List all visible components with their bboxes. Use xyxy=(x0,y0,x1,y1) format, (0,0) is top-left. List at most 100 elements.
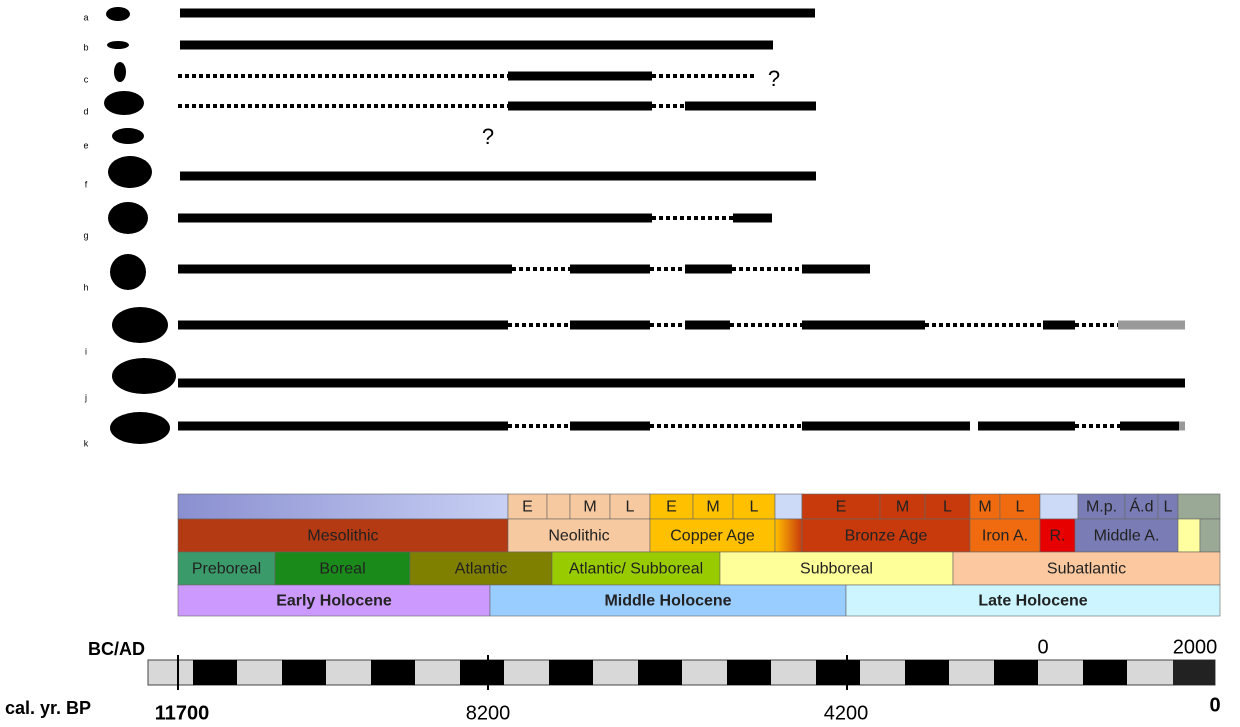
animal-silhouette xyxy=(110,254,146,290)
period-label: Late Holocene xyxy=(978,593,1087,610)
period-cell xyxy=(507,493,548,520)
species-label: a xyxy=(83,12,88,22)
period-label: Middle Holocene xyxy=(604,593,731,610)
period-label: Subatlantic xyxy=(1047,561,1126,578)
period-label: M.p. xyxy=(1086,499,1117,516)
scale-block xyxy=(994,660,1038,685)
period-label: Copper Age xyxy=(670,528,755,545)
period-label: L xyxy=(1016,499,1025,516)
period-label: L xyxy=(943,499,952,516)
uncertainty-mark: ? xyxy=(768,66,780,91)
species-label: g xyxy=(83,230,88,240)
scale-block xyxy=(193,660,237,685)
scale-tick-label: 0 xyxy=(1037,636,1048,658)
period-cell xyxy=(924,493,971,520)
scale-block xyxy=(282,660,326,685)
species-label: j xyxy=(84,392,87,402)
species-label: i xyxy=(85,346,87,356)
period-label: Á.d xyxy=(1129,497,1153,516)
animal-silhouette xyxy=(108,156,152,188)
period-cell xyxy=(177,493,509,520)
species-label: k xyxy=(84,438,89,448)
animal-silhouette xyxy=(108,202,148,234)
period-label: M xyxy=(896,499,909,516)
period-cell xyxy=(1039,493,1079,520)
period-cell xyxy=(969,518,1041,553)
animal-silhouette xyxy=(112,307,168,343)
species-label: c xyxy=(84,74,89,84)
period-cell xyxy=(1124,493,1159,520)
uncertainty-mark: ? xyxy=(482,124,494,149)
period-label: L xyxy=(1164,499,1173,516)
period-label: E xyxy=(522,499,533,516)
period-label: Atlantic/ Subboreal xyxy=(569,561,703,578)
animal-silhouette xyxy=(110,412,170,444)
period-label: Iron A. xyxy=(982,528,1028,545)
period-cell xyxy=(609,493,651,520)
period-label: R. xyxy=(1050,528,1066,545)
period-cell xyxy=(1074,518,1179,553)
period-label: Boreal xyxy=(319,561,365,578)
period-label: M xyxy=(706,499,719,516)
animal-silhouette xyxy=(104,91,144,115)
period-cell xyxy=(732,493,776,520)
scale-tick-label: 8200 xyxy=(466,702,511,724)
period-cell xyxy=(649,493,694,520)
period-cell xyxy=(952,551,1221,586)
period-label: M xyxy=(583,499,596,516)
scale-tick-label: 0 xyxy=(1209,694,1220,716)
period-cell xyxy=(1077,493,1126,520)
species-label: h xyxy=(83,282,88,292)
species-label: b xyxy=(83,42,88,52)
period-label: Preboreal xyxy=(192,561,261,578)
animal-silhouette xyxy=(112,358,176,394)
period-cell xyxy=(1039,518,1076,553)
period-label: Mesolithic xyxy=(307,528,378,545)
period-cell xyxy=(177,518,509,553)
period-label: E xyxy=(836,499,847,516)
animal-silhouette xyxy=(112,128,144,144)
period-label: Early Holocene xyxy=(276,593,392,610)
species-label: e xyxy=(83,140,88,150)
scale-block xyxy=(727,660,771,685)
scale-block xyxy=(638,660,682,685)
scale-block xyxy=(1173,660,1215,685)
period-label: Middle A. xyxy=(1094,528,1160,545)
scale-tick-label: 11700 xyxy=(155,702,210,724)
period-cell xyxy=(649,518,776,553)
period-label: Neolithic xyxy=(548,528,609,545)
period-label: Bronze Age xyxy=(845,528,928,545)
scale-block xyxy=(549,660,593,685)
period-label: M xyxy=(978,499,991,516)
period-cell xyxy=(274,551,411,586)
period-cell xyxy=(1177,518,1201,553)
period-cell xyxy=(177,584,491,617)
period-cell xyxy=(801,493,881,520)
scale-label: cal. yr. BP xyxy=(5,698,91,718)
scale-block xyxy=(371,660,415,685)
animal-silhouette xyxy=(106,7,130,21)
period-label: Subboreal xyxy=(800,561,873,578)
period-cell xyxy=(774,493,803,520)
period-cell xyxy=(879,493,926,520)
species-label: f xyxy=(85,179,88,189)
scale-block xyxy=(905,660,949,685)
species-label: d xyxy=(83,106,88,116)
period-label: L xyxy=(750,499,759,516)
period-cell xyxy=(1177,493,1221,520)
scale-block xyxy=(1083,660,1127,685)
period-label: L xyxy=(626,499,635,516)
scale-label: BC/AD xyxy=(88,639,145,659)
scale-tick-label: 2000 xyxy=(1173,636,1218,658)
period-cell xyxy=(546,493,571,520)
period-cell xyxy=(489,584,847,617)
animal-silhouette xyxy=(114,62,126,82)
period-cell xyxy=(774,518,803,553)
scale-block xyxy=(816,660,860,685)
period-cell xyxy=(845,584,1221,617)
period-cell xyxy=(969,493,1001,520)
period-label: Atlantic xyxy=(455,561,507,578)
scale-block xyxy=(460,660,504,685)
animal-silhouette xyxy=(107,41,129,49)
